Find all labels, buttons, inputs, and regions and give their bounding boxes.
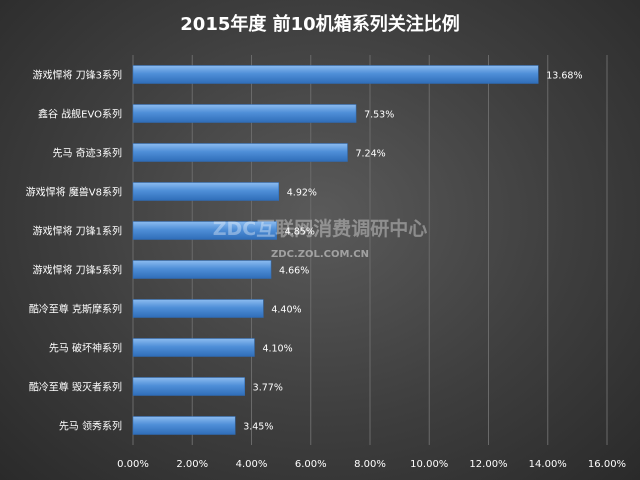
bar	[132, 299, 264, 318]
labels: 0.00% 2.00% 4.00% 6.00% 8.00% 10.00% 12.00% 14.…	[26, 69, 626, 471]
x-tick-label: 0.00%	[117, 459, 149, 470]
chart-title: 2015年度 前10机箱系列关注比例	[180, 13, 459, 35]
value-label: 4.10%	[262, 344, 292, 355]
x-tick-label: 6.00%	[295, 459, 327, 470]
bar	[132, 221, 277, 240]
category-label: 酷冷至尊 毁灭者系列	[29, 381, 122, 394]
x-tick-label: 16.00%	[588, 459, 626, 470]
bar	[132, 104, 357, 123]
category-label: 游戏悍将 魔兽V8系列	[26, 186, 122, 199]
value-label: 3.77%	[253, 383, 283, 394]
category-label: 先马 领秀系列	[59, 420, 122, 433]
watermark: ZDC互联网消费调研中心 ZDC.ZOL.COM.CN	[213, 217, 428, 260]
category-label: 游戏悍将 刀锋5系列	[32, 264, 122, 277]
value-label: 4.85%	[285, 227, 315, 238]
bar	[132, 260, 272, 279]
bar	[132, 143, 348, 162]
category-label: 酷冷至尊 克斯摩系列	[29, 303, 122, 316]
value-label: 7.24%	[355, 149, 385, 160]
category-label: 先马 破坏神系列	[49, 342, 122, 355]
value-label: 4.66%	[279, 266, 309, 277]
x-tick-label: 4.00%	[236, 459, 268, 470]
x-tick-label: 10.00%	[410, 459, 448, 470]
bar	[132, 338, 255, 357]
category-label: 鑫谷 战舰EVO系列	[38, 108, 122, 121]
value-label: 4.92%	[287, 188, 317, 199]
bar	[132, 182, 280, 201]
value-label: 7.53%	[364, 110, 394, 121]
watermark-main: ZDC互联网消费调研中心	[213, 217, 428, 240]
bars	[132, 65, 539, 435]
x-tick-label: 8.00%	[354, 459, 386, 470]
x-tick-label: 14.00%	[529, 459, 567, 470]
value-label: 3.45%	[243, 422, 273, 433]
value-label: 13.68%	[546, 71, 582, 82]
bar	[132, 416, 236, 435]
bar	[132, 377, 245, 396]
x-tick-label: 2.00%	[176, 459, 208, 470]
bar	[132, 65, 539, 84]
watermark-sub: ZDC.ZOL.COM.CN	[271, 249, 369, 260]
category-label: 先马 奇迹3系列	[52, 147, 122, 160]
x-tick-label: 12.00%	[469, 459, 507, 470]
category-label: 游戏悍将 刀锋1系列	[32, 225, 122, 238]
value-label: 4.40%	[271, 305, 301, 316]
category-label: 游戏悍将 刀锋3系列	[32, 69, 122, 82]
